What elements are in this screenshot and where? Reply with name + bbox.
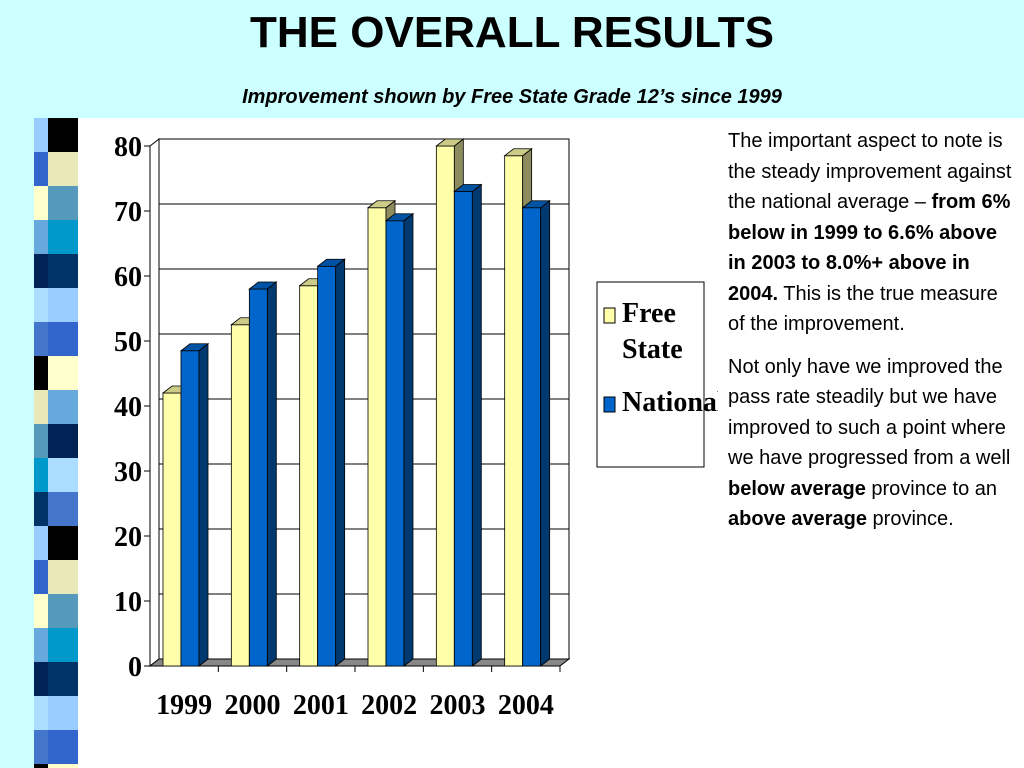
stripe-block-left [34,118,48,152]
commentary-paragraph-1: The important aspect to note is the stea… [728,126,1016,340]
stripe-block-right [48,696,78,730]
stripe-block-right [48,628,78,662]
bar-chart: 0 10 20 30 40 50 60 70 80 1999 2000 2001 2002 2003 200… [114,132,718,721]
y-tick-label: 20 [114,522,142,553]
page-title: THE OVERALL RESULTS [250,8,774,57]
y-tick-label: 40 [114,392,142,423]
stripe-block-left [34,424,48,458]
y-tick-label: 30 [114,457,142,488]
commentary-highlight-2: below average [728,477,866,500]
bar-national-2002 [384,212,415,667]
commentary-text: The important aspect to note is the stea… [728,126,1016,547]
stripe-block-right [48,492,78,526]
stripe-block-left [34,662,48,696]
legend: Free State National [596,281,718,468]
y-tick-label: 70 [114,197,142,228]
stripe-block-left [34,220,48,254]
x-tick-label: 2002 [361,690,417,721]
stripe-block-right [48,356,78,390]
stripe-block-right [48,730,78,764]
stripe-block-left [34,526,48,560]
stripe-block-left [34,390,48,424]
stripe-block-right [48,560,78,594]
stripe-block-left [34,560,48,594]
legend-label-free-state: Free State [622,298,683,365]
commentary-paragraph-2: Not only have we improved the pass rate … [728,352,1016,535]
stripe-block-left [34,696,48,730]
x-tick-label: 2003 [430,690,486,721]
commentary-text-2: This is the true measure of the improvem… [728,282,998,336]
stripe-block-right [48,458,78,492]
stripe-block-right [48,390,78,424]
x-tick-label: 1999 [156,690,212,721]
commentary-highlight-1: from 6% below in 1999 to 6.6% above in 2… [728,191,1011,305]
stripe-block-left [34,288,48,322]
stripe-block-right [48,424,78,458]
stripe-block-left [34,322,48,356]
stripe-block-left [34,186,48,220]
bar-national-2000 [248,281,278,667]
bar-national-2003 [453,183,483,667]
stripe-block-right [48,220,78,254]
stripe-block-right [48,526,78,560]
stripe-block-right [48,594,78,628]
bar-national-1999 [179,342,210,667]
y-tick-label: 0 [128,652,142,683]
y-tick-label: 50 [114,327,142,358]
stripe-block-right [48,118,78,152]
stripe-block-right [48,662,78,696]
commentary-text-1: The important aspect to note is the stea… [728,130,1012,213]
stripe-block-left [34,764,48,768]
stripe-block-left [34,628,48,662]
y-tick-label: 10 [114,587,142,618]
commentary-text-3: Not only have we improved the pass rate … [728,355,1011,470]
y-tick-label: 60 [114,262,142,293]
commentary-text-5: province. [866,508,954,530]
stripe-block-right [48,322,78,356]
stripe-block-right [48,152,78,186]
stripe-block-left [34,730,48,764]
stripe-block-left [34,492,48,526]
legend-label-national: National [622,387,718,418]
page-subtitle: Improvement shown by Free State Grade 12… [242,86,782,108]
stripe-block-right [48,288,78,322]
stripe-block-left [34,594,48,628]
plot-side-wall [149,137,160,668]
decorative-stripe [0,118,78,768]
x-tick-label: 2001 [293,690,349,721]
y-tick-label: 80 [114,132,142,163]
legend-swatch-national [603,396,616,413]
stripe-block-left [34,458,48,492]
stripe-block-left [34,356,48,390]
commentary-text-4: province to an [865,477,998,500]
stripe-block-right [48,764,78,768]
bar-national-2004 [521,199,551,667]
commentary-highlight-3: above average [728,508,867,530]
stripe-block-right [48,186,78,220]
x-tick-label: 2000 [225,690,281,721]
stripe-block-left [34,254,48,288]
stripe-block-right [48,254,78,288]
legend-swatch-free-state [603,307,616,324]
x-tick-label: 2004 [498,690,554,721]
stripe-margin [0,118,34,768]
stripe-block-left [34,152,48,186]
bar-national-2001 [316,258,346,667]
